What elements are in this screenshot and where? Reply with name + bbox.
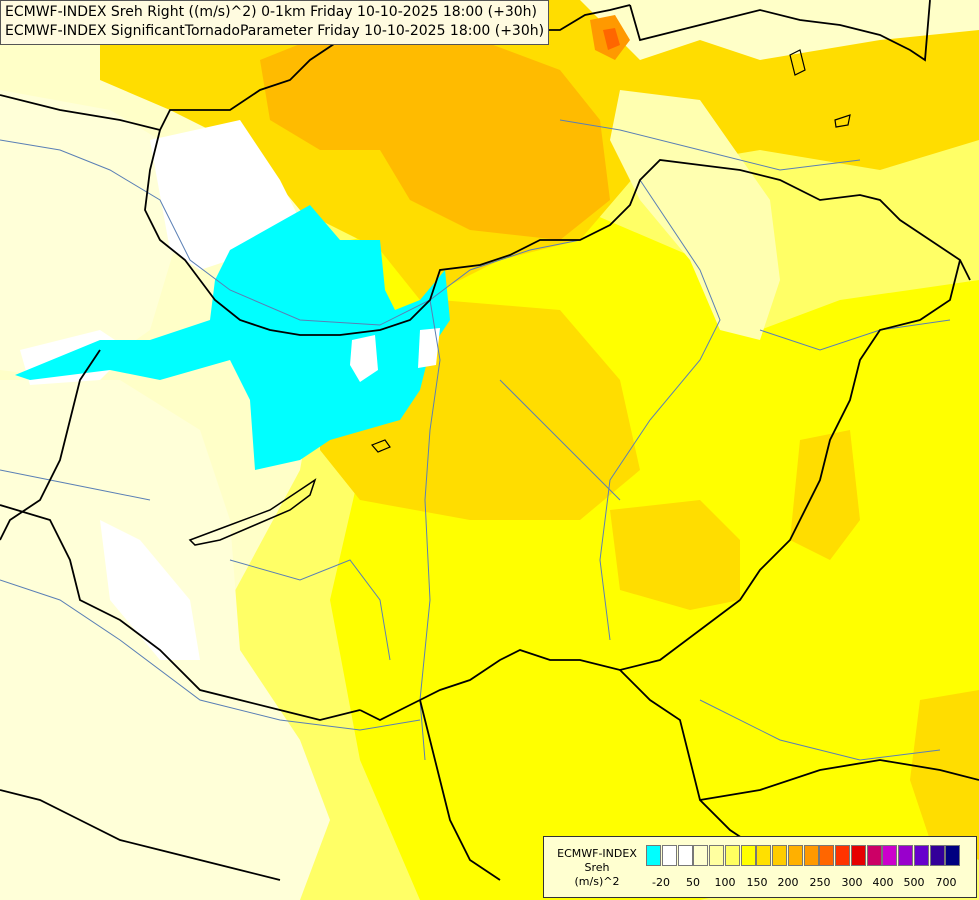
country-borders (0, 0, 979, 881)
border-south (419, 699, 501, 881)
legend-swatch (693, 845, 709, 866)
field-gold-southeast (610, 500, 740, 610)
legend-ticks: -20 50 100 150 200 250 300 400 500 700 (646, 876, 976, 890)
legend-swatch (661, 845, 677, 866)
legend-swatch (677, 845, 693, 866)
river-east (599, 179, 721, 641)
river-southeast (699, 699, 941, 761)
border-south-east (359, 259, 961, 722)
river-northeast (759, 319, 951, 351)
border-southwest (0, 504, 361, 721)
river-tisza (499, 379, 621, 501)
field-white-hole-2 (418, 328, 440, 368)
legend-swatch (709, 845, 724, 866)
legend-swatches (646, 845, 961, 866)
legend-tick-label: 700 (935, 876, 957, 889)
legend-unit: (m/s)^2 (574, 875, 620, 888)
field-white-southwest (100, 520, 200, 660)
legend-swatch (850, 845, 866, 866)
border-southeast (619, 669, 761, 851)
legend-tick-label: 100 (714, 876, 736, 889)
border-far-southwest (0, 789, 281, 881)
color-legend: ECMWF-INDEX Sreh (m/s)^2 -20 50 100 150 200 2… (543, 836, 977, 898)
legend-swatch (756, 845, 772, 866)
legend-swatch (929, 845, 945, 866)
legend-tick-label: 300 (841, 876, 863, 889)
river-main (0, 139, 581, 326)
legend-swatch (945, 845, 961, 866)
field-pale-west (0, 90, 180, 380)
legend-tick-label: 400 (872, 876, 894, 889)
legend-swatch (787, 845, 803, 866)
lake-small-2 (789, 49, 806, 76)
map-title-box: ECMWF-INDEX Sreh Right ((m/s)^2) 0-1km F… (0, 0, 550, 45)
border-central-north (144, 129, 971, 336)
field-white-hole-1 (350, 335, 378, 382)
legend-swatch (866, 845, 882, 866)
map-title-line-1: ECMWF-INDEX Sreh Right ((m/s)^2) 0-1km F… (5, 4, 537, 20)
legend-swatch (724, 845, 740, 866)
field-gold-far-east (910, 690, 979, 860)
river-north (559, 119, 861, 171)
legend-swatch (835, 845, 850, 866)
field-red-peak (603, 28, 620, 50)
border-west (0, 349, 101, 541)
legend-swatch (646, 845, 661, 866)
legend-tick-label: 500 (903, 876, 925, 889)
field-gold-east (790, 430, 860, 560)
legend-title: ECMWF-INDEX (557, 847, 637, 860)
legend-swatch (913, 845, 929, 866)
lake-small-3 (834, 114, 851, 128)
legend-tick-label: 50 (686, 876, 700, 889)
legend-swatch (740, 845, 756, 866)
legend-tick-label: 150 (746, 876, 768, 889)
map-title-line-2: ECMWF-INDEX SignificantTornadoParameter … (5, 23, 545, 39)
legend-swatch (898, 845, 913, 866)
legend-swatch (772, 845, 787, 866)
river-southwest (0, 469, 151, 501)
field-pale-northeast (610, 90, 780, 340)
lake-balaton (188, 478, 317, 546)
field-orange-north (260, 20, 610, 240)
legend-tick-label: 250 (809, 876, 831, 889)
lake-small-1 (370, 439, 391, 453)
border-far-southeast (699, 759, 979, 801)
legend-swatch (882, 845, 898, 866)
border-northeast (629, 0, 931, 62)
field-cyan-zone (15, 205, 450, 470)
river-south (0, 579, 421, 731)
legend-tick-label: 200 (777, 876, 799, 889)
river-drava (229, 559, 391, 661)
legend-tick-label: -20 (652, 876, 670, 889)
legend-variable: Sreh (584, 861, 610, 874)
legend-swatch (819, 845, 835, 866)
legend-swatch (803, 845, 819, 866)
